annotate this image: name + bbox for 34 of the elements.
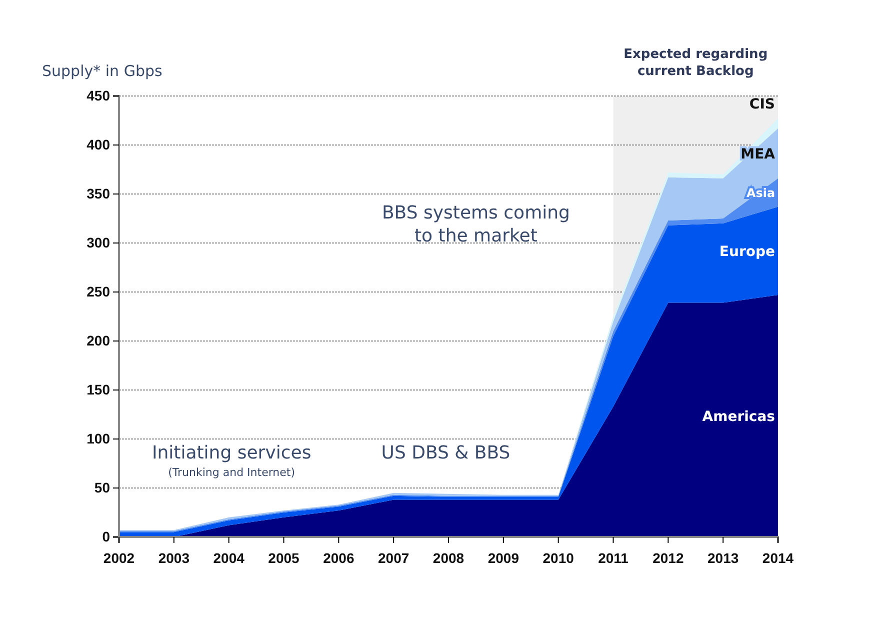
- x-tick-label: 2003: [158, 550, 190, 566]
- series-label: Europe: [719, 244, 775, 260]
- x-tick-label: 2012: [652, 550, 684, 566]
- x-tick-label: 2004: [213, 550, 245, 566]
- annotation: Initiating services: [152, 442, 312, 464]
- y-tick-label: 200: [86, 332, 110, 348]
- series-label: MEA: [740, 146, 776, 162]
- y-tick-label: 300: [86, 234, 110, 250]
- annotation: (Trunking and Internet): [168, 466, 296, 480]
- band-label: Expected regarding current Backlog: [624, 47, 768, 79]
- series-label: CIS: [749, 96, 775, 113]
- x-tick-label: 2011: [598, 550, 629, 566]
- x-tick-label: 2010: [542, 550, 574, 566]
- x-tick-label: 2009: [488, 550, 520, 566]
- annotation: US DBS & BBS: [381, 442, 510, 464]
- y-tick-label: 250: [86, 283, 110, 300]
- y-tick-label: 0: [102, 528, 110, 544]
- y-tick-label: 150: [86, 381, 110, 398]
- x-tick-label: 2007: [378, 550, 410, 566]
- x-tick-label: 2013: [708, 550, 739, 566]
- series-label: Americas: [702, 409, 775, 426]
- y-axis-title: Supply* in Gbps: [42, 62, 162, 80]
- y-tick-label: 350: [86, 185, 110, 202]
- x-tick-label: 2006: [323, 550, 354, 566]
- y-tick-label: 450: [86, 87, 110, 104]
- x-tick-label: 2014: [762, 550, 794, 566]
- annotation: BBS systems coming to the market: [382, 202, 570, 246]
- series-label: Asia: [746, 186, 775, 200]
- x-tick-label: 2005: [268, 550, 300, 566]
- y-tick-label: 100: [86, 430, 110, 446]
- x-tick-label: 2002: [103, 550, 135, 566]
- y-tick-label: 400: [86, 136, 110, 152]
- x-tick-label: 2008: [432, 550, 464, 566]
- y-tick-label: 50: [94, 479, 110, 496]
